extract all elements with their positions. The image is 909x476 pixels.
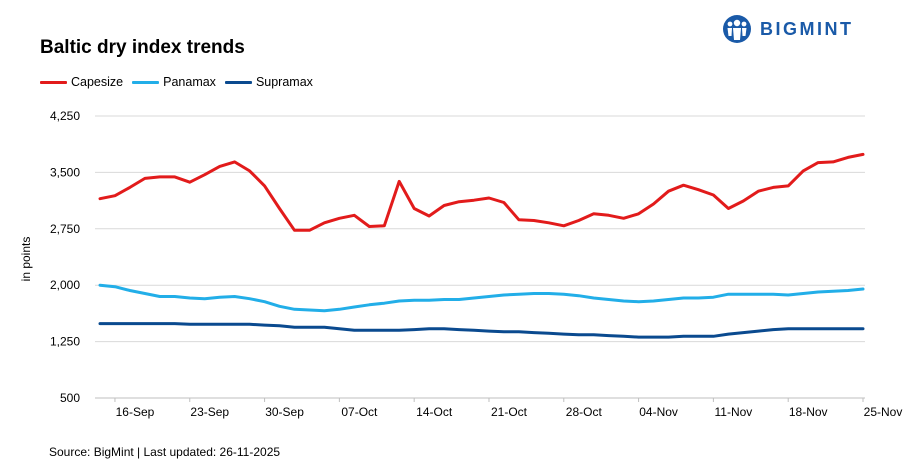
x-tick-label: 16-Sep — [116, 405, 155, 419]
series-line-panamax — [98, 283, 865, 313]
x-tick-label: 25-Nov — [864, 405, 903, 419]
x-tick-label: 23-Sep — [190, 405, 229, 419]
x-tick-label: 14-Oct — [416, 405, 453, 419]
y-tick-label: 1,250 — [50, 335, 80, 349]
legend-swatch-supramax — [224, 80, 252, 84]
x-tick-label: 04-Nov — [639, 405, 678, 419]
y-tick-label: 3,500 — [50, 165, 80, 179]
x-tick-label: 11-Nov — [714, 405, 752, 419]
series-line-capesize — [98, 152, 865, 232]
legend-label-panamax: Panamax — [163, 75, 216, 89]
x-tick-label: 18-Nov — [789, 405, 828, 419]
x-tick-label: 28-Oct — [566, 405, 603, 419]
y-tick-label: 500 — [60, 391, 80, 405]
y-axis-title: in points — [19, 237, 33, 282]
y-tick-label: 2,000 — [50, 278, 80, 292]
legend-item-supramax: Supramax — [224, 75, 313, 89]
brand-name: BIGMINT — [760, 18, 854, 39]
brand-logo: BIGMINT — [722, 14, 854, 44]
legend-swatch-capesize — [40, 80, 67, 84]
source-note: Source: BigMint | Last updated: 26-11-20… — [49, 445, 281, 459]
legend-item-panamax: Panamax — [132, 75, 216, 89]
chart-legend: Capesize Panamax Supramax — [40, 75, 322, 89]
legend-label-capesize: Capesize — [71, 75, 124, 89]
x-tick-label: 30-Sep — [265, 405, 304, 419]
legend-label-supramax: Supramax — [255, 75, 313, 89]
x-tick-label: 21-Oct — [491, 405, 528, 419]
series-line-supramax — [98, 322, 865, 339]
y-tick-label: 2,750 — [50, 222, 80, 236]
legend-swatch-panamax — [132, 80, 160, 84]
x-tick-label: 07-Oct — [341, 405, 378, 419]
bigmint-logo-icon — [723, 15, 751, 43]
legend-item-capesize: Capesize — [40, 75, 123, 89]
chart-title: Baltic dry index trends — [40, 37, 245, 58]
y-tick-label: 4,250 — [50, 109, 80, 123]
